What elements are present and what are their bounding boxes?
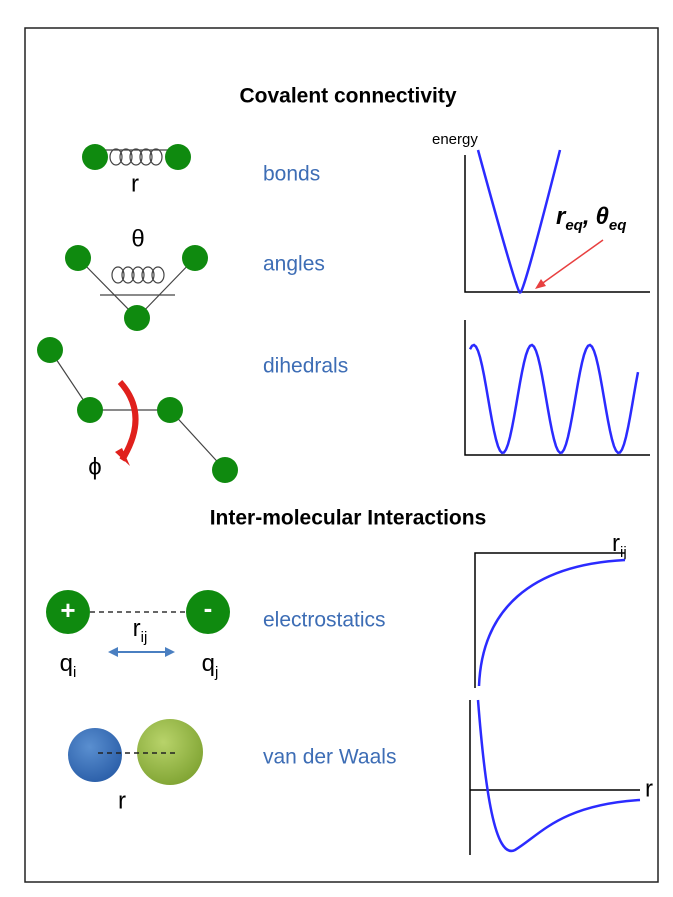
plot-axes [464, 320, 650, 456]
distance-symbol: r [118, 787, 126, 814]
axis-label: rij [612, 530, 627, 561]
dihedral-drawing [37, 337, 238, 483]
charge-sign: - [204, 593, 213, 623]
charge-sign: + [60, 595, 75, 625]
axis-label: r [645, 775, 653, 802]
angle-drawing [65, 245, 208, 331]
pointer-arrow [539, 239, 604, 286]
plot-axes [464, 155, 650, 293]
equilibrium-label: req, θeq [556, 203, 626, 234]
interaction-label: angles [263, 253, 325, 276]
angle-symbol: θ [131, 225, 144, 252]
interaction-label: dihedrals [263, 355, 348, 378]
charge-symbol: qi [60, 650, 77, 681]
pointer-arrow-head [535, 279, 546, 289]
interaction-label: bonds [263, 163, 320, 186]
coulomb-curve [477, 558, 626, 687]
bond-drawing [82, 144, 191, 170]
interaction-label: electrostatics [263, 609, 386, 632]
periodic-curve [468, 343, 640, 455]
axis-label: energy [432, 131, 478, 148]
bond-length-symbol: r [131, 170, 139, 197]
lennard-jones-curve [476, 699, 641, 853]
section-title: Covalent connectivity [239, 85, 456, 108]
plot-axes [469, 700, 640, 855]
vdw-drawing [68, 719, 203, 785]
dihedral-symbol: ϕ [88, 453, 101, 480]
charge-symbol: qj [202, 650, 219, 681]
section-title: Inter-molecular Interactions [210, 507, 487, 530]
harmonic-curve [476, 149, 562, 294]
interaction-label: van der Waals [263, 746, 396, 769]
distance-symbol: rij [133, 615, 148, 646]
frame [24, 27, 659, 883]
charge-drawing [46, 590, 230, 657]
plot-axes [474, 552, 625, 688]
